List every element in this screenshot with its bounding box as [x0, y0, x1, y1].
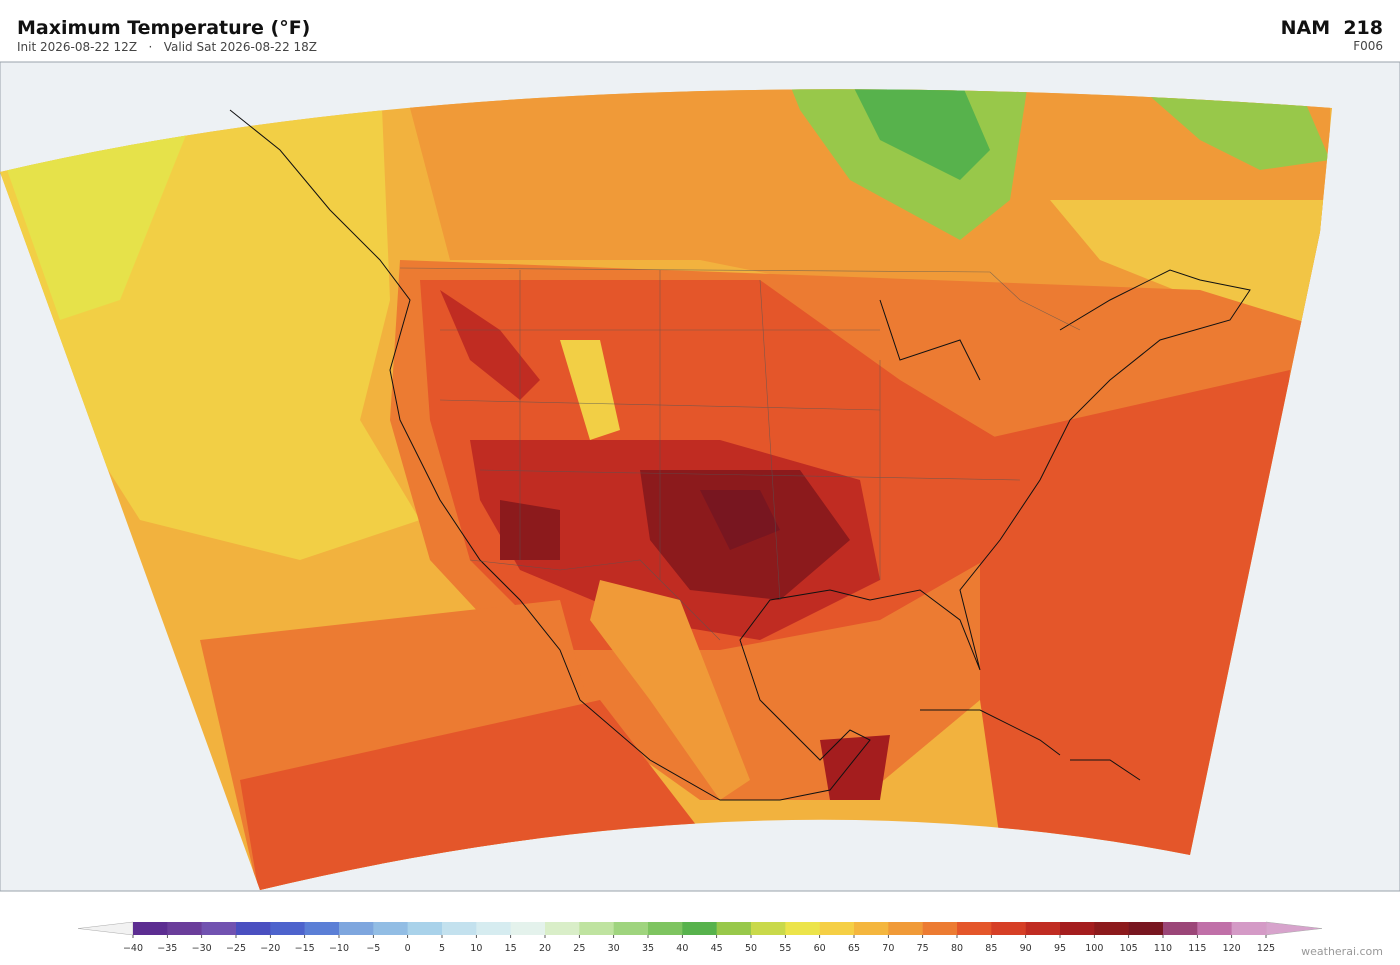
colorbar-tick-label: 115 [1188, 943, 1206, 954]
colorbar-segment [991, 922, 1026, 935]
colorbar-segment [716, 922, 752, 935]
colorbar-tick-label: 5 [439, 943, 445, 954]
colorbar-tick-label: 95 [1054, 943, 1066, 954]
colorbar-segment [545, 922, 580, 935]
colorbar-tick-label: 40 [676, 943, 688, 954]
colorbar-segment [819, 922, 855, 935]
colorbar-tick-label: 15 [505, 943, 517, 954]
colorbar: −40 −35 −30 −25 −20 −15 −10 −5 0 5 10 15 20 25 30 35 40 4… [77, 921, 1323, 954]
colorbar-tick-label: 100 [1085, 943, 1103, 954]
colorbar-segment [133, 922, 168, 935]
colorbar-tick-label: −20 [260, 943, 280, 954]
colorbar-segment [1231, 922, 1267, 935]
colorbar-tick-label: 50 [745, 943, 757, 954]
colorbar-segment [442, 922, 477, 935]
colorbar-tick-label: 60 [814, 943, 826, 954]
colorbar-tick-label: 105 [1120, 943, 1138, 954]
colorbar-segment [854, 922, 889, 935]
colorbar-tick-label: −25 [226, 943, 246, 954]
colorbar-segment [1094, 922, 1129, 935]
colorbar-tick-label: −10 [329, 943, 349, 954]
colorbar-tick-label: 125 [1257, 943, 1275, 954]
colorbar-tick-label: 90 [1020, 943, 1032, 954]
colorbar-segment [476, 922, 511, 935]
forecast-hour: F006 [1353, 39, 1383, 53]
colorbar-under [77, 921, 134, 936]
colorbar-tick-label: 45 [711, 943, 723, 954]
colorbar-segment [682, 922, 717, 935]
colorbar-tick-label: −30 [192, 943, 212, 954]
colorbar-tick-label: 70 [882, 943, 894, 954]
colorbar-tick-label: 20 [539, 943, 551, 954]
colorbar-tick-label: −15 [295, 943, 315, 954]
borders [399, 267, 1081, 641]
map [0, 61, 1400, 892]
colorbar-segment [1060, 922, 1095, 935]
colorbar-tick-label: 75 [917, 943, 929, 954]
colorbar-segment [1197, 922, 1232, 935]
colorbar-segment [785, 922, 820, 935]
colorbar-segment [922, 922, 958, 935]
colorbar-segment [579, 922, 614, 935]
colorbar-segment [236, 922, 271, 935]
colorbar-segment [888, 922, 923, 935]
colorbar-segment [1163, 922, 1198, 935]
colorbar-segment [304, 922, 340, 935]
colorbar-tick-label: 55 [779, 943, 791, 954]
colorbar-segment [751, 922, 786, 935]
title: Maximum Temperature (°F) [17, 17, 310, 39]
colorbar-segment [648, 922, 683, 935]
colorbar-tick-label: 0 [405, 943, 411, 954]
colorbar-segment [270, 922, 305, 935]
colorbar-tick-label: −40 [123, 943, 143, 954]
colorbar-segment [407, 922, 443, 935]
colorbar-tick-label: 65 [848, 943, 860, 954]
colorbar-segment [510, 922, 546, 935]
colorbar-tick-label: 85 [985, 943, 997, 954]
colorbar-tick-label: 25 [573, 943, 585, 954]
colorbar-tick-label: 10 [470, 943, 482, 954]
model-label: NAM 218 [1281, 17, 1383, 39]
colorbar-over [1265, 921, 1323, 936]
colorbar-segment [167, 922, 202, 935]
colorbar-tick-label: 120 [1223, 943, 1241, 954]
coastlines [229, 109, 1251, 801]
colorbar-segment [373, 922, 408, 935]
colorbar-segment [339, 922, 374, 935]
temperature-field [0, 89, 1332, 891]
colorbar-tick-label: −35 [157, 943, 177, 954]
colorbar-tick-label: 110 [1154, 943, 1172, 954]
colorbar-segment [1128, 922, 1164, 935]
subtitle: Init 2026-08-22 12Z · Valid Sat 2026-08-… [17, 40, 317, 54]
colorbar-tick-label: 30 [608, 943, 620, 954]
watermark: weatherai.com [1301, 945, 1383, 958]
colorbar-tick-label: −5 [366, 943, 380, 954]
colorbar-segment [201, 922, 237, 935]
colorbar-tick-label: 35 [642, 943, 654, 954]
colorbar-tick-label: 80 [951, 943, 963, 954]
colorbar-segment [957, 922, 992, 935]
colorbar-segment [1025, 922, 1061, 935]
colorbar-segment [613, 922, 649, 935]
